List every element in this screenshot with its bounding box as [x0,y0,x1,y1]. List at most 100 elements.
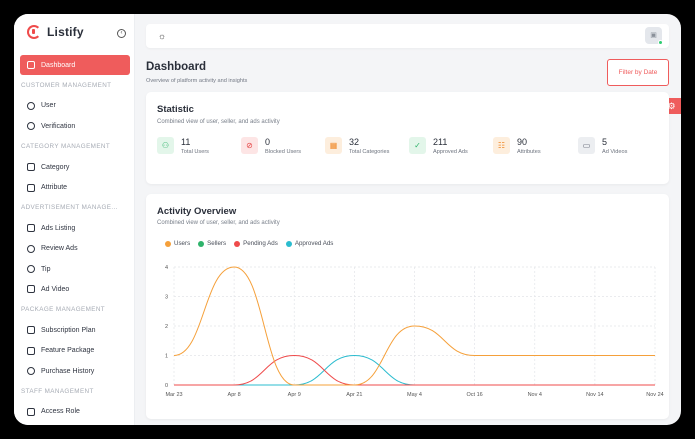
x-tick-label: Apr 8 [228,392,241,398]
activity-subtitle: Combined view of user, seller, and ads a… [157,220,280,226]
filter-by-date-button[interactable]: Filter by Date [607,59,669,86]
stat-label: Blocked Users [265,149,302,155]
sidebar-item-label: Access Role [41,408,80,416]
attributes-icon: ☷ [493,137,510,154]
stat-label: Ad Videos [602,149,628,155]
y-tick-label: 2 [165,324,168,330]
x-tick-label: May 4 [407,392,422,398]
stat-ad-videos: ▭ 5 Ad Videos [578,137,627,155]
package-icon [27,346,35,355]
stat-total-categories: ▦ 32 Total Categories [325,137,389,155]
sidebar-item-label: User [41,102,56,110]
sidebar-section-heading: STAFF MANAGEMENT [21,387,94,395]
stat-value: 11 [181,137,191,147]
legend-item[interactable]: Approved Ads [285,240,334,247]
logo[interactable]: Listify [27,25,84,39]
legend-item[interactable]: Pending Ads [234,240,278,247]
stat-value: 90 [517,137,528,147]
page-title: Dashboard [146,61,207,73]
tip-icon [27,265,35,274]
sidebar-item-ad-video[interactable]: Ad Video [20,279,130,299]
sidebar-section-heading: CATEGORY MANAGEMENT [21,143,111,151]
category-icon [27,163,35,172]
review-icon [27,244,35,253]
avatar[interactable]: ▣ [645,27,663,45]
legend-label: Approved Ads [294,240,334,247]
legend-item[interactable]: Users [165,240,190,247]
series-line-pending-ads [174,354,655,386]
avatar-image-icon: ▣ [650,32,657,39]
video-icon: ▭ [578,137,595,154]
legend-label: Users [174,240,191,247]
stat-value: 0 [265,137,271,147]
statistic-title: Statistic [157,104,194,115]
list-icon [27,183,35,192]
stat-attributes: ☷ 90 Attributes [493,137,541,155]
x-tick-label: Nov 4 [528,392,542,398]
theme-toggle-sun-icon[interactable]: ☼ [157,31,167,41]
sidebar-item-label: Attribute [41,184,68,192]
chart-legend: Users Sellers Pending Ads Approved Ads [165,240,333,247]
user-icon [27,101,35,110]
subscription-icon [27,326,35,335]
activity-card: Activity Overview Combined view of user,… [146,194,669,419]
sidebar-item-label: Ad Video [41,285,70,293]
x-tick-label: Apr 9 [288,392,301,398]
shield-icon [27,407,35,416]
sidebar-nav: Dashboard CUSTOMER MANAGEMENT User Verifica… [20,55,130,422]
legend-swatch [234,240,241,247]
sidebar-item-user[interactable]: User [20,96,130,116]
page-subtitle: Overview of platform activity and insigh… [146,78,248,84]
history-icon [27,367,35,376]
grid-icon [27,61,35,70]
sidebar-item-tip[interactable]: Tip [20,259,130,279]
sidebar-item-verification[interactable]: Verification [20,116,130,136]
legend-swatch [285,240,292,247]
sidebar-section-heading: CUSTOMER MANAGEMENT [21,82,112,90]
sidebar-item-label: Review Ads [41,245,78,253]
sidebar-item-label: Tip [41,265,51,273]
x-tick-label: Oct 16 [467,392,483,398]
sidebar-item-label: Dashboard [41,61,76,69]
sidebar-item-dashboard[interactable]: Dashboard [20,55,130,76]
verification-icon [27,122,35,131]
sidebar-item-attribute[interactable]: Attribute [20,177,130,197]
legend-label: Sellers [207,240,227,247]
stat-approved-ads: ✓ 211 Approved Ads [409,137,468,155]
stat-total-users: ⚇ 11 Total Users [157,137,209,155]
sidebar-item-label: Feature Package [41,347,95,355]
y-tick-label: 4 [165,265,168,271]
sidebar-item-category[interactable]: Category [20,157,130,177]
users-icon: ⚇ [157,137,174,154]
y-tick-label: 0 [165,383,168,389]
sidebar-item-label: Subscription Plan [41,326,96,334]
x-tick-label: Nov 24 [646,392,663,398]
collapse-sidebar-icon[interactable]: ‹ [117,29,126,38]
sidebar-item-feature-package[interactable]: Feature Package [20,340,130,360]
legend-swatch [165,240,171,247]
stat-value: 5 [602,137,608,147]
series-line-users [173,266,655,386]
categories-icon: ▦ [325,137,342,154]
stat-blocked-users: ⊘ 0 Blocked Users [241,137,301,155]
top-bar: ☼ ▣ [146,24,669,48]
stat-label: Total Users [181,149,209,155]
y-tick-label: 1 [165,354,168,360]
listify-logo-icon [27,25,41,39]
legend-item[interactable]: Sellers [198,240,226,247]
check-icon: ✓ [409,137,426,154]
app-name: Listify [47,25,84,39]
sidebar-item-label: Purchase History [41,367,95,375]
stat-label: Approved Ads [433,149,468,155]
sidebar-section-heading: ADVERTISEMENT MANAGE... [21,204,118,212]
sidebar-item-label: Category [41,163,70,171]
sidebar-item-purchase-history[interactable]: Purchase History [20,361,130,381]
sidebar-item-subscription-plan[interactable]: Subscription Plan [20,320,130,340]
sidebar-item-access-role[interactable]: Access Role [20,402,130,422]
x-tick-label: Nov 14 [586,392,603,398]
legend-label: Pending Ads [243,240,278,247]
sidebar-section-heading: PACKAGE MANAGEMENT [21,306,106,314]
sidebar-item-ads-listing[interactable]: Ads Listing [20,218,130,238]
sidebar-item-review-ads[interactable]: Review Ads [20,239,130,259]
y-tick-label: 3 [165,295,168,301]
